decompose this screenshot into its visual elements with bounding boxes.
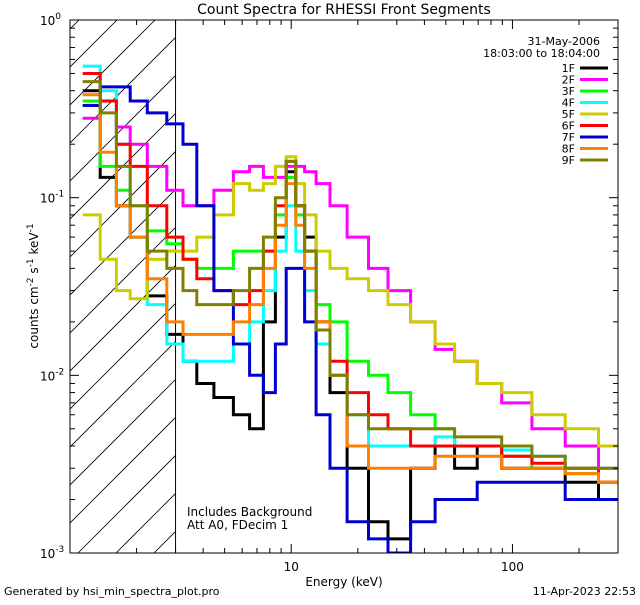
x-axis-label: Energy (keV) (305, 575, 382, 589)
legend-label-4f: 4F (562, 97, 575, 110)
chart-title: Count Spectra for RHESSI Front Segments (197, 2, 491, 18)
x-tick-label: 100 (501, 560, 524, 574)
y-tick-label: 10-1 (40, 190, 64, 206)
axes: 10 100 100 10-1 10-2 10-3 (40, 12, 619, 574)
plot-frame (69, 19, 619, 554)
x-tick-label: 10 (284, 560, 299, 574)
legend-label-8f: 8F (562, 143, 575, 156)
series-line-9f (82, 80, 618, 470)
legend-label-7f: 7F (562, 131, 575, 144)
footer-generated: Generated by hsi_min_spectra_plot.pro (4, 585, 220, 598)
legend-label-5f: 5F (562, 108, 575, 121)
series-line-8f (82, 93, 618, 484)
legend-label-1f: 1F (562, 62, 575, 75)
y-tick-label: 10-2 (40, 367, 64, 383)
annotation-attenuator: Att A0, FDecim 1 (187, 518, 288, 532)
series-line-7f (82, 85, 618, 553)
y-tick-label: 100 (40, 12, 61, 28)
legend-label-3f: 3F (562, 85, 575, 98)
time-range-label: 18:03:00 to 18:04:00 (483, 47, 600, 60)
annotation-background: Includes Background (187, 505, 312, 519)
date-label: 31-May-2006 (528, 35, 600, 48)
legend-label-9f: 9F (562, 154, 575, 167)
y-tick-label: 10-3 (40, 545, 64, 561)
legend-label-6f: 6F (562, 120, 575, 133)
y-axis-label: counts cm-2 s-1 keV-1 (26, 223, 41, 348)
footer-timestamp: 11-Apr-2023 22:53 (533, 585, 636, 598)
legend-label-2f: 2F (562, 74, 575, 87)
series-layer (82, 64, 618, 553)
hatched-excluded-region (70, 20, 177, 553)
